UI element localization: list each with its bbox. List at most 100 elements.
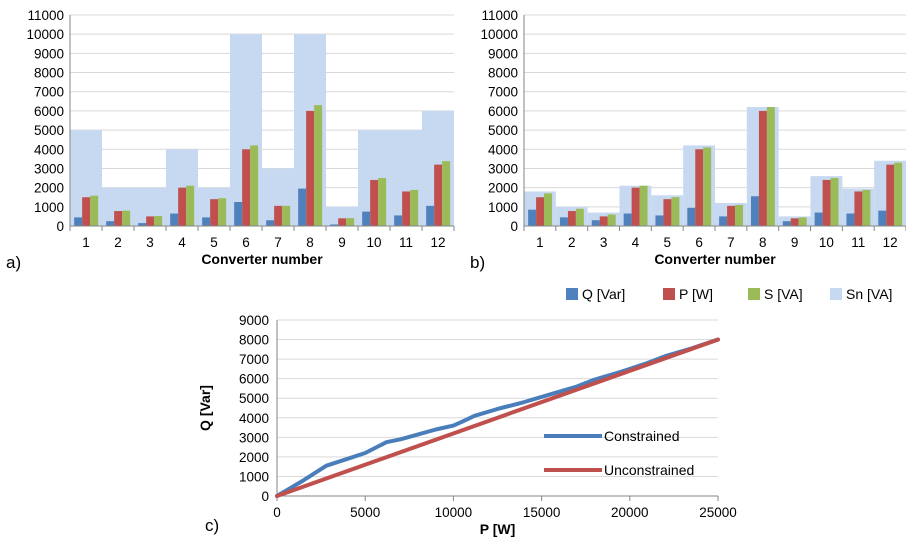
y-tick-label: 3000: [239, 430, 269, 445]
x-tick-label: 10000: [435, 505, 473, 520]
legend-label: Constrained: [604, 428, 680, 444]
bar: [862, 189, 871, 226]
bar: [330, 224, 339, 226]
x-tick-label: 0: [273, 505, 281, 520]
x-tick-label: 5000: [350, 505, 380, 520]
x-tick-label: 12: [883, 235, 898, 250]
x-tick-label: 15000: [523, 505, 561, 520]
y-tick-label: 2000: [488, 181, 518, 196]
bar: [727, 205, 736, 226]
x-tick-label: 8: [759, 235, 767, 250]
bar: [687, 207, 696, 226]
bar: [735, 204, 744, 226]
bar: [528, 209, 537, 226]
y-tick-label: 4000: [239, 411, 269, 426]
bar: [671, 197, 680, 226]
y-tick-label: 8000: [488, 66, 518, 81]
bar: [370, 179, 379, 226]
y-tick-label: 10000: [26, 27, 64, 42]
bar: [591, 220, 600, 226]
bar: [782, 221, 791, 226]
y-tick-label: 7000: [34, 85, 64, 100]
bar: [599, 216, 608, 226]
legend-label: Sn [VA]: [846, 286, 892, 302]
bar: [266, 220, 275, 226]
bar: [426, 205, 435, 226]
x-tick-label: 5: [210, 235, 218, 250]
bar: [830, 178, 839, 226]
x-tick-label: 9: [791, 235, 799, 250]
bar: [218, 198, 227, 226]
chart-b: 0 1000 2000 3000 4000 5000 6000 7000 8000 9000 100…: [470, 8, 906, 272]
x-axis-title: Converter number: [201, 251, 323, 267]
legend-swatch: [830, 288, 842, 300]
bar: [878, 210, 887, 226]
x-tick-label: 8: [306, 235, 314, 250]
bar: [234, 202, 243, 226]
bar: [306, 110, 315, 226]
y-tick-label: 9000: [34, 46, 64, 61]
bar: [298, 188, 307, 226]
bar: [559, 217, 568, 226]
bar: [623, 213, 632, 226]
x-tick-label: 4: [632, 235, 640, 250]
bar: [282, 205, 291, 226]
y-tick-label: 6000: [488, 104, 518, 119]
bar: [663, 199, 672, 226]
y-tick-label: 11000: [481, 8, 518, 23]
legend-b: Q [Var] P [W] S [VA] Sn [VA]: [566, 286, 892, 302]
y-tick-label: 0: [56, 219, 64, 234]
bar: [114, 211, 123, 226]
bar: [758, 110, 767, 226]
y-tick-label: 0: [261, 489, 269, 504]
y-tick-label: 4000: [488, 142, 518, 157]
bar: [703, 147, 712, 226]
y-tick-label: 8000: [239, 333, 269, 348]
y-tick-label: 9000: [488, 46, 518, 61]
bar: [362, 211, 371, 226]
bar: [575, 208, 584, 226]
y-tick-label: 10000: [480, 27, 518, 42]
bar: [242, 149, 251, 226]
bar: [886, 164, 895, 226]
bar: [378, 178, 387, 226]
legend-label: Unconstrained: [604, 462, 694, 478]
legend-swatch: [566, 288, 578, 300]
x-tick-label: 11: [851, 235, 865, 250]
bar: [154, 216, 163, 226]
bar: [178, 187, 187, 226]
y-tick-label: 2000: [34, 181, 64, 196]
bar: [750, 196, 759, 226]
legend-label: P [W]: [679, 286, 713, 302]
x-tick-label: 3: [600, 235, 608, 250]
bar: [250, 145, 259, 226]
x-axis-title: Converter number: [654, 251, 776, 267]
x-tick-label: 3: [146, 235, 154, 250]
bar: [314, 105, 323, 226]
y-tick-label: 7000: [488, 85, 518, 100]
y-axis-title: Q [Var]: [197, 385, 213, 431]
bar: [122, 210, 131, 226]
bar: [536, 197, 545, 226]
panel-label: b): [470, 253, 485, 272]
bar: [798, 217, 807, 226]
x-tick-label: 5: [663, 235, 671, 250]
x-tick-label: 7: [727, 235, 735, 250]
y-tick-label: 5000: [34, 123, 64, 138]
bar: [410, 189, 419, 226]
bar: [639, 185, 648, 226]
y-tick-label: 8000: [34, 66, 64, 81]
panel-label: c): [205, 516, 219, 535]
x-axis-title: P [W]: [480, 521, 516, 537]
bar: [90, 195, 99, 226]
x-tick-label: 7: [274, 235, 282, 250]
bar: [170, 213, 179, 226]
bar: [146, 216, 155, 226]
bar: [719, 216, 728, 226]
legend-swatch: [663, 288, 675, 300]
y-tick-label: 1000: [239, 469, 269, 484]
bar: [544, 193, 553, 226]
x-tick-label: 6: [695, 235, 703, 250]
bar: [434, 164, 443, 226]
